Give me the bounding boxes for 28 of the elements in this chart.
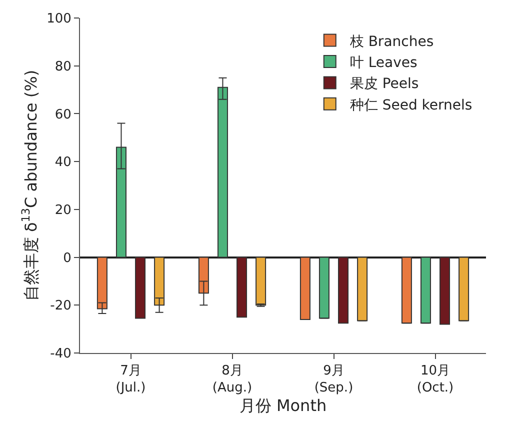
bar xyxy=(236,256,248,318)
bar xyxy=(420,256,431,324)
x-tick-label: 9月 (Sep.) xyxy=(314,364,354,396)
y-tick-label: 40 xyxy=(54,155,72,170)
x-tick-label: 7月 (Jul.) xyxy=(116,364,146,396)
bar xyxy=(440,256,450,325)
bar xyxy=(338,256,349,324)
legend-label: 果皮 Peels xyxy=(350,76,419,92)
y-tick-label: 80 xyxy=(54,59,72,74)
x-axis-title: 月份 Month xyxy=(239,396,327,416)
y-tick-label: 20 xyxy=(54,202,72,218)
x-tick-label: 10月 (Oct.) xyxy=(416,364,454,396)
y-tick-label: 100 xyxy=(46,12,72,27)
bar xyxy=(357,256,368,322)
bar xyxy=(300,256,310,320)
y-tick-label: -40 xyxy=(50,346,72,362)
bar xyxy=(458,256,470,322)
bar xyxy=(401,256,412,324)
legend-label: 枝 Branches xyxy=(348,34,434,50)
x-tick-label: 8月 (Aug.) xyxy=(212,364,252,396)
bar xyxy=(135,256,146,319)
bar xyxy=(318,256,330,319)
y-tick-label: 60 xyxy=(54,107,72,122)
bar xyxy=(256,256,266,306)
legend-label: 种仁 Seed kernels xyxy=(350,97,472,114)
legend-label: 叶 Leaves xyxy=(350,54,418,71)
y-tick-label: 0 xyxy=(63,250,72,266)
y-tick-label: -20 xyxy=(50,298,72,314)
